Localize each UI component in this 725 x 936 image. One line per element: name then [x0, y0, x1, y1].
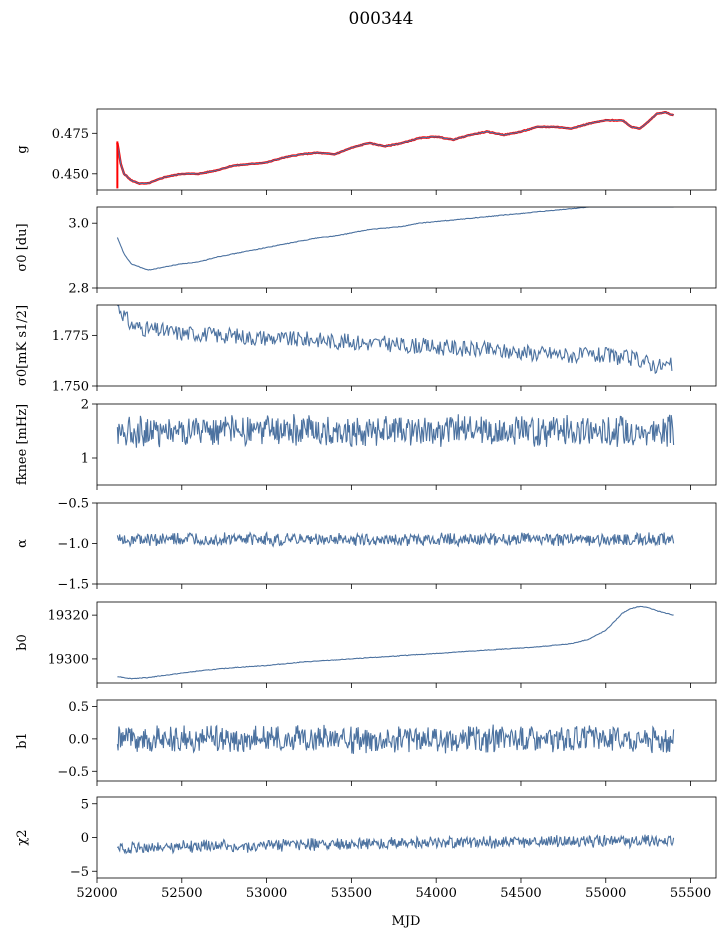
panel-sigma0: 2.8 3.0 σ0 [du]	[15, 206, 717, 297]
axes-frame	[96, 699, 717, 782]
y-tick-label: 19300	[48, 652, 89, 667]
x-tick-label: 55000	[585, 886, 626, 901]
axes-frame	[96, 601, 717, 684]
y-axis-label-chi2: χ2	[15, 829, 30, 845]
y-tick-label: 0.450	[52, 167, 89, 182]
y-tick-label: 1.775	[52, 329, 89, 344]
panel-g: 0.450 0.475 g	[15, 108, 717, 195]
y-tick-label: 0.5	[68, 700, 89, 715]
y-tick-label: 0	[81, 831, 89, 846]
y-tick-label: 2	[81, 398, 89, 413]
panel-b1: −0.5 0.0 0.5 b1	[15, 699, 717, 786]
x-tick-label: 54500	[500, 886, 541, 901]
y-tick-label: 1.750	[52, 380, 89, 395]
panels: 0.450 0.475 g 2.8 3.0 σ0 [du] 1.750 1.775 σ0[mK …	[15, 108, 717, 901]
series-line-alpha-0	[116, 531, 675, 548]
y-tick-label: −0.5	[57, 765, 89, 780]
x-tick-label: 52500	[161, 886, 202, 901]
x-tick-label: 55500	[670, 886, 711, 901]
y-tick-label: 5	[81, 797, 89, 812]
y-tick-label: −1.0	[57, 537, 89, 552]
series-line-chi2-0	[116, 833, 675, 855]
series-line-b1-0	[116, 724, 675, 754]
y-axis-label-b1: b1	[15, 732, 30, 749]
x-tick-label: 53500	[331, 886, 372, 901]
y-axis-label-b0: b0	[15, 634, 30, 651]
y-tick-label: 19320	[48, 609, 89, 624]
y-tick-label: −1.5	[57, 578, 89, 593]
x-axis-label: MJD	[392, 914, 421, 929]
series-line-b0-0	[117, 605, 674, 680]
series-line-g-1	[116, 111, 674, 185]
axes-frame	[96, 304, 717, 387]
x-tick-label: 52000	[76, 886, 117, 901]
y-tick-label: −0.5	[57, 497, 89, 512]
panel-fknee: 1 2 fknee [mHz]	[15, 398, 717, 490]
y-tick-label: 1	[81, 452, 89, 467]
y-tick-label: 2.8	[68, 282, 89, 297]
y-axis-label-sigma_noise: σ0[mK s1/2]	[15, 305, 30, 386]
panel-sigma_noise: 1.750 1.775 σ0[mK s1/2]	[15, 304, 717, 395]
series-line-sigma_noise-0	[117, 305, 673, 375]
y-axis-label-g: g	[15, 145, 30, 153]
panel-b0: 19300 19320 b0	[15, 601, 717, 688]
panel-alpha: −1.5 −1.0 −0.5 α	[15, 497, 717, 593]
y-tick-label: −5	[70, 865, 89, 880]
axes-frame	[96, 403, 717, 486]
x-tick-label: 53000	[246, 886, 287, 901]
series-line-fknee-0	[116, 414, 675, 448]
axes-frame	[96, 108, 717, 191]
y-axis-label-alpha: α	[15, 539, 30, 548]
series-line-sigma0-0	[116, 207, 674, 271]
y-tick-label: 3.0	[68, 217, 89, 232]
y-tick-label: 0.475	[52, 127, 89, 142]
y-axis-label-sigma0: σ0 [du]	[15, 223, 30, 271]
y-tick-label: 0.0	[68, 732, 89, 747]
axes-frame	[96, 206, 717, 289]
x-tick-label: 54000	[415, 886, 456, 901]
y-axis-label-fknee: fknee [mHz]	[15, 404, 30, 485]
panel-chi2: −5 0 5 52000 52500 53000 53500 54000 54500 55000 5…	[15, 796, 717, 901]
figure-title: 000344	[349, 9, 414, 29]
